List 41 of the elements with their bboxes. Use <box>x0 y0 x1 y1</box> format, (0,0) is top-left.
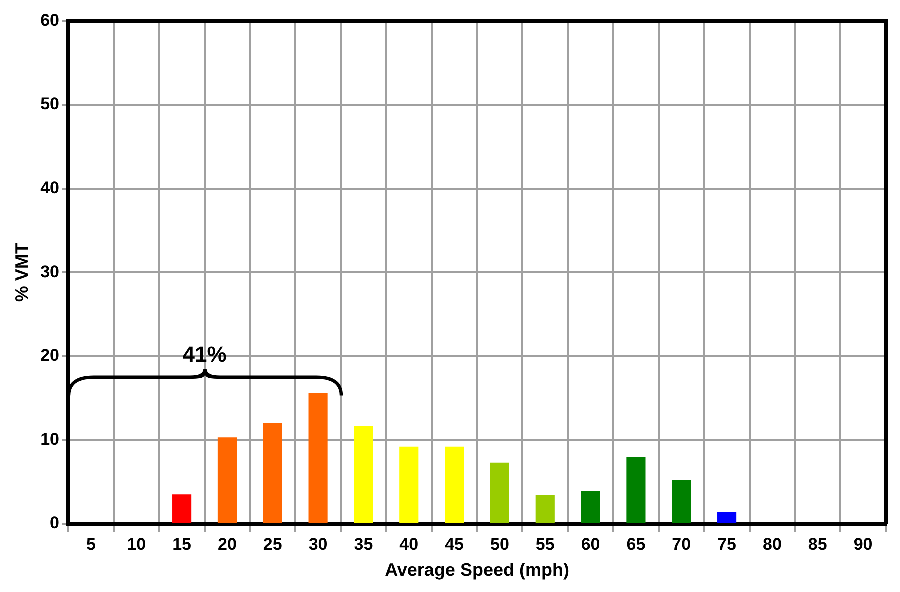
x-tick-label: 50 <box>490 534 510 554</box>
y-tick-label: 10 <box>40 430 60 449</box>
bar <box>445 446 464 523</box>
x-tick-label: 20 <box>218 534 237 554</box>
bar <box>354 426 374 523</box>
y-tick-label: 50 <box>40 94 60 114</box>
bar <box>718 512 737 523</box>
x-tick-label: 75 <box>718 534 737 554</box>
x-tick-label: 85 <box>808 534 828 554</box>
bar <box>172 494 192 523</box>
bar <box>626 456 646 523</box>
x-axis-title: Average Speed (mph) <box>385 560 570 580</box>
y-tick-label: 0 <box>50 514 60 533</box>
bar <box>263 423 282 523</box>
y-tick-label: 40 <box>40 178 60 198</box>
bar <box>400 446 419 523</box>
bar <box>536 496 555 523</box>
y-tick-label: 20 <box>40 346 60 366</box>
bar <box>672 480 692 523</box>
bar <box>308 393 328 523</box>
x-tick-label: 30 <box>308 534 328 554</box>
x-tick-label: 90 <box>854 534 873 554</box>
y-tick-label: 30 <box>40 262 60 282</box>
x-tick-label: 10 <box>127 534 146 554</box>
x-tick-label: 5 <box>86 534 96 554</box>
x-tick-label: 70 <box>672 534 692 554</box>
x-tick-label: 45 <box>445 534 464 554</box>
x-tick-label: 25 <box>263 534 282 554</box>
x-tick-label: 35 <box>354 534 374 554</box>
x-tick-label: 65 <box>626 534 646 554</box>
bar <box>490 462 510 523</box>
x-tick-label: 15 <box>172 534 192 554</box>
x-tick-label: 55 <box>536 534 555 554</box>
y-axis-title: % VMT <box>12 243 32 302</box>
x-tick-label: 60 <box>581 534 600 554</box>
y-tick-label: 60 <box>40 10 60 30</box>
x-tick-label: 40 <box>400 534 419 554</box>
bar <box>218 438 238 523</box>
x-tick-label: 80 <box>763 534 782 554</box>
annotation: 41% <box>182 342 227 368</box>
bar <box>581 491 600 523</box>
